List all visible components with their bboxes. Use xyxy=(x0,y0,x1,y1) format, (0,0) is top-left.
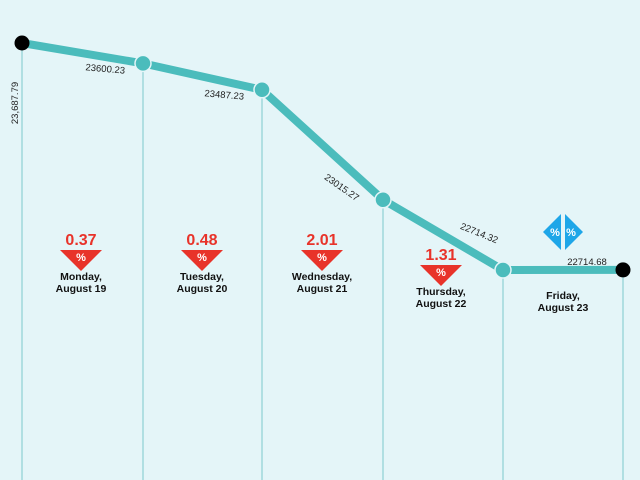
left-triangle-icon xyxy=(543,214,561,250)
data-point-4 xyxy=(494,261,512,279)
down-arrow-icon-3 xyxy=(420,265,462,286)
day-label-4-line1: Friday, xyxy=(546,290,580,302)
value-label-2: 23487.23 xyxy=(204,88,244,102)
percent-symbol-3: % xyxy=(436,267,446,279)
day-label-2-line1: Wednesday, xyxy=(292,271,352,283)
value-label-5: 22714.68 xyxy=(567,257,607,268)
change-value-2: 2.01 xyxy=(306,232,337,249)
percent-symbol-2: % xyxy=(317,252,327,264)
change-value-0: 0.37 xyxy=(65,232,96,249)
percent-symbol-right: % xyxy=(566,227,576,239)
change-value-1: 0.48 xyxy=(186,232,217,249)
down-arrow-icon-1 xyxy=(181,250,223,271)
data-point-1 xyxy=(134,54,152,73)
value-label-4: 22714.32 xyxy=(459,221,500,246)
data-point-3 xyxy=(374,191,392,209)
data-point-0 xyxy=(14,35,30,51)
percent-symbol-0: % xyxy=(76,252,86,264)
day-label-0-line1: Monday, xyxy=(60,271,102,283)
right-triangle-icon xyxy=(565,214,583,250)
day-label-3-line1: Thursday, xyxy=(416,286,465,298)
day-label-1-line1: Tuesday, xyxy=(180,271,224,283)
day-label-4-line2: August 23 xyxy=(538,302,589,314)
day-label-0-line2: August 19 xyxy=(56,283,107,295)
day-label-2-line2: August 21 xyxy=(297,283,348,295)
flat-change-icon: %% xyxy=(543,214,583,250)
series-line xyxy=(18,39,627,274)
down-arrow-icon-0 xyxy=(60,250,102,271)
percent-symbol-1: % xyxy=(197,252,207,264)
down-arrow-icon-2 xyxy=(301,250,343,271)
day-label-3-line2: August 22 xyxy=(416,298,467,310)
day-label-1-line2: August 20 xyxy=(177,283,228,295)
data-point-5 xyxy=(615,262,631,278)
value-label-1: 23600.23 xyxy=(85,62,125,76)
percent-symbol-left: % xyxy=(550,227,560,239)
value-label-0: 23,687.79 xyxy=(10,82,21,124)
data-point-2 xyxy=(253,81,271,99)
change-value-3: 1.31 xyxy=(425,247,456,264)
